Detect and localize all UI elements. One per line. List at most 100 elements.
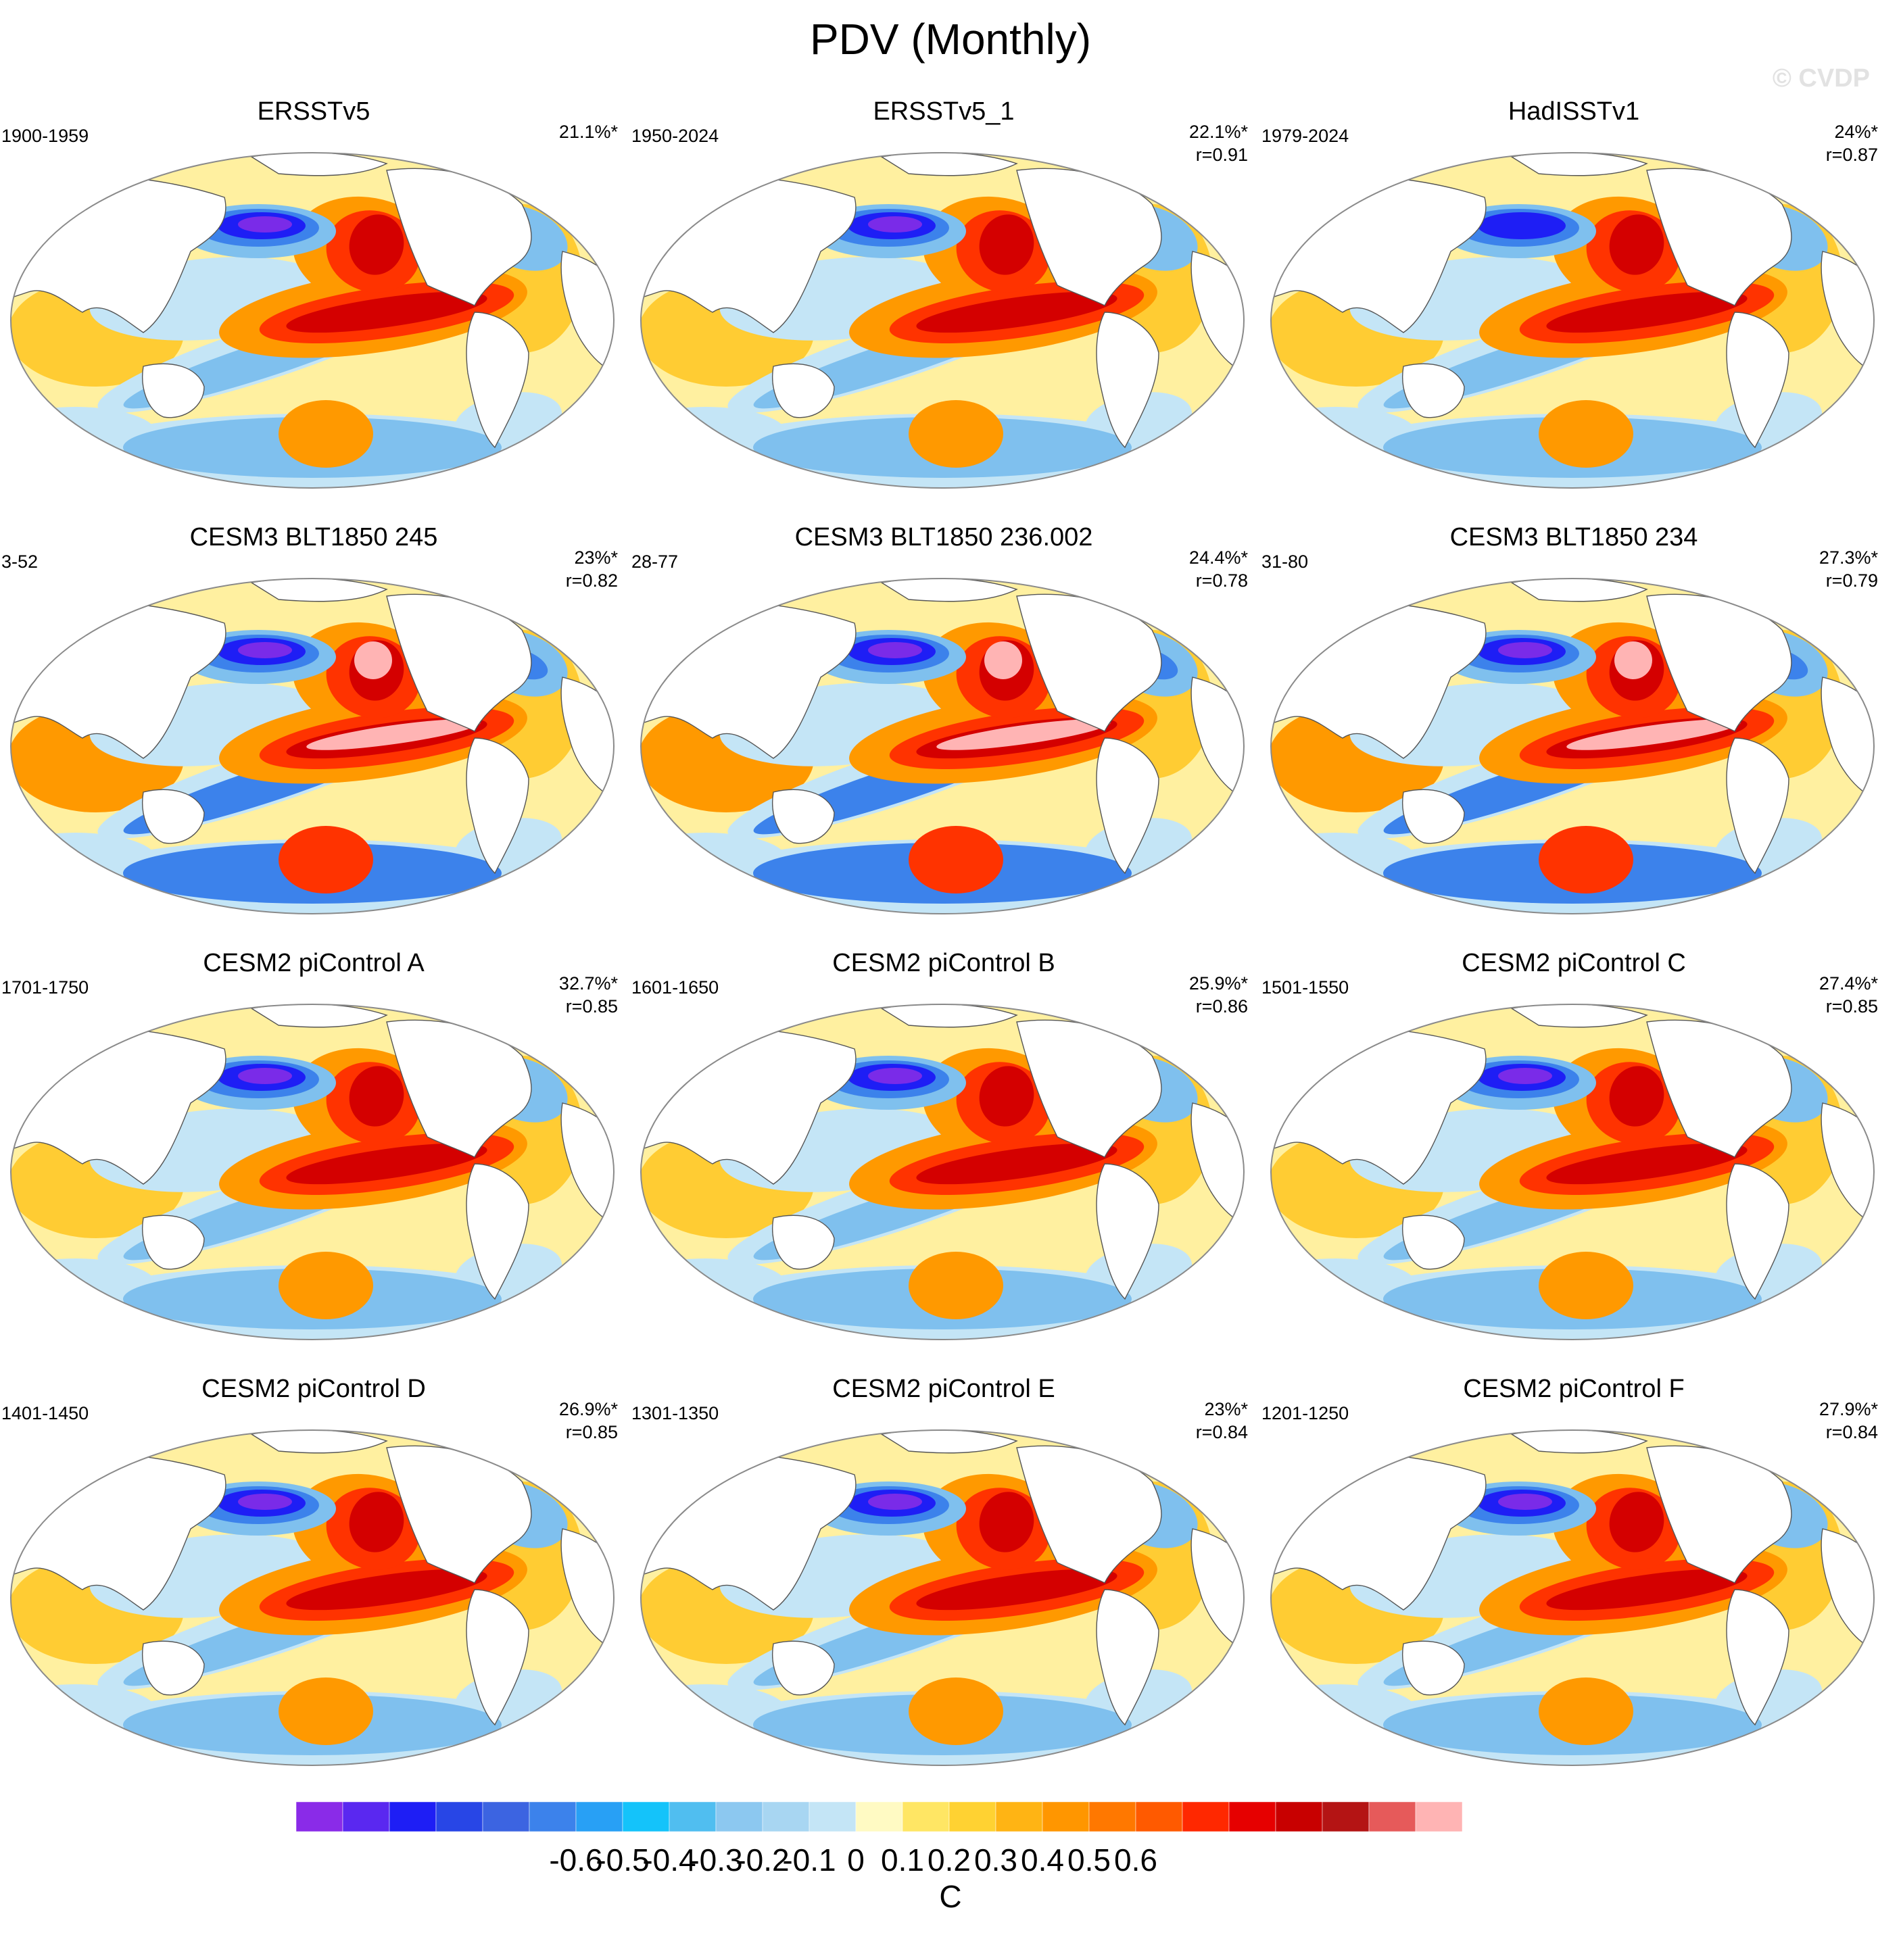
variance-explained: 23%* [1204, 1399, 1248, 1419]
australia-landmass [772, 363, 835, 418]
panel-period: 3-52 [1, 552, 39, 572]
colorbar-swatch [995, 1801, 1043, 1832]
panel-period: 28-77 [631, 552, 679, 572]
panel-stats: 24.4%* r=0.78 [1189, 546, 1248, 592]
globe-outline [1270, 152, 1875, 489]
map-panel: CESM3 BLT1850 245 3-52 23%* r=0.82 [0, 520, 627, 939]
map-panel: ERSSTv5 1900-1959 21.1%* [0, 95, 627, 514]
north-pacific-cold-core [1498, 642, 1552, 658]
anomaly-contour [286, 1569, 487, 1611]
pattern-correlation: r=0.78 [1195, 570, 1248, 591]
colorbar-swatch [342, 1801, 390, 1832]
colorbar-swatch [1415, 1801, 1463, 1832]
south-pacific-warm-pool [279, 826, 373, 893]
panel-stats: 23%* r=0.84 [1196, 1398, 1248, 1444]
colorbar-swatch [482, 1801, 530, 1832]
colorbar-swatch [762, 1801, 810, 1832]
south-pacific-warm-pool [1539, 1677, 1633, 1745]
colorbar-swatch [669, 1801, 717, 1832]
south-pacific-warm-pool [909, 1677, 1003, 1745]
colorbar-tick-label: 0.1 [881, 1842, 924, 1878]
australia-landmass [1402, 1640, 1465, 1696]
world-map [1270, 152, 1875, 489]
variance-explained: 27.3%* [1819, 547, 1878, 568]
north-pacific-cold-core [238, 1494, 292, 1510]
colorbar-tick-label: -0.1 [782, 1842, 836, 1878]
coastal-peak [354, 641, 392, 679]
coastal-peak [984, 641, 1022, 679]
colorbar-swatch [809, 1801, 857, 1832]
colorbar-tick-label: -0.5 [596, 1842, 649, 1878]
australia-landmass [142, 363, 205, 418]
panel-period: 1401-1450 [1, 1403, 89, 1423]
panel-stats: 23%* r=0.82 [566, 546, 618, 592]
variance-explained: 22.1%* [1188, 122, 1248, 142]
south-pacific-warm-pool [1539, 826, 1633, 893]
map-panel: CESM3 BLT1850 234 31-80 27.3%* r=0.79 [1260, 520, 1887, 939]
world-map [10, 1429, 615, 1766]
colorbar-swatch [1135, 1801, 1183, 1832]
colorbar-swatch [948, 1801, 996, 1832]
colorbar-swatch [295, 1801, 343, 1832]
panel-stats: 21.1%* [559, 120, 618, 143]
map-panel: CESM2 piControl E 1301-1350 23%* r=0.84 [630, 1372, 1257, 1791]
colorbar-swatch [575, 1801, 623, 1832]
colorbar-tick-label: -0.6 [549, 1842, 602, 1878]
australia-landmass [772, 789, 835, 844]
south-america-landmass [1726, 1163, 1789, 1300]
panel-title: CESM3 BLT1850 234 [1449, 523, 1698, 552]
panel-stats: 27.3%* r=0.79 [1819, 546, 1878, 592]
panel-period: 1601-1650 [631, 977, 719, 998]
panel-stats: 24%* r=0.87 [1826, 120, 1878, 166]
colorbar-swatch [1088, 1801, 1136, 1832]
south-pacific-warm-pool [279, 400, 373, 468]
pattern-correlation: r=0.85 [565, 1422, 618, 1442]
north-pacific-cold-core [868, 1068, 922, 1084]
pattern-correlation: r=0.85 [565, 996, 618, 1016]
globe-outline [1270, 1004, 1875, 1340]
globe-outline [640, 1004, 1245, 1340]
equatorial-peak [936, 719, 1111, 750]
panel-title: CESM2 piControl C [1462, 949, 1686, 977]
anomaly-contour [916, 1143, 1117, 1185]
globe-outline [10, 152, 615, 489]
colorbar-tick-label: 0.2 [928, 1842, 971, 1878]
panel-title: CESM3 BLT1850 245 [189, 523, 438, 552]
variance-explained: 25.9%* [1188, 973, 1248, 994]
pattern-correlation: r=0.82 [565, 570, 618, 591]
colorbar-swatch [855, 1801, 903, 1832]
panel-stats: 22.1%* r=0.91 [1189, 120, 1248, 166]
south-america-landmass [466, 1589, 529, 1726]
panel-stats: 32.7%* r=0.85 [559, 972, 618, 1018]
map-panel: HadISSTv1 1979-2024 24%* r=0.87 [1260, 95, 1887, 514]
anomaly-contour [286, 291, 487, 333]
colorbar-tick-label: 0 [847, 1842, 865, 1878]
anomaly-contour [979, 1066, 1034, 1127]
panel-title: CESM2 piControl D [201, 1375, 426, 1403]
pattern-correlation: r=0.79 [1825, 570, 1878, 591]
anomaly-contour [979, 214, 1034, 275]
globe-outline [1270, 1429, 1875, 1766]
colorbar-swatch [1368, 1801, 1416, 1832]
variance-explained: 24.4%* [1188, 547, 1248, 568]
south-pacific-warm-pool [909, 826, 1003, 893]
map-panel: CESM2 piControl F 1201-1250 27.9%* r=0.84 [1260, 1372, 1887, 1791]
colorbar-swatch [1182, 1801, 1230, 1832]
panel-period: 1701-1750 [1, 977, 89, 998]
anomaly-contour [1478, 212, 1566, 239]
panel-title: HadISSTv1 [1508, 97, 1640, 126]
variance-explained: 24%* [1834, 122, 1878, 142]
panel-stats: 27.4%* r=0.85 [1819, 972, 1878, 1018]
world-map [640, 152, 1245, 489]
colorbar-swatch [1322, 1801, 1370, 1832]
panel-stats: 25.9%* r=0.86 [1189, 972, 1248, 1018]
australia-landmass [142, 1640, 205, 1696]
panel-title: CESM3 BLT1850 236.002 [794, 523, 1093, 552]
south-america-landmass [466, 1163, 529, 1300]
anomaly-contour [979, 1492, 1034, 1552]
panel-period: 1301-1350 [631, 1403, 719, 1423]
variance-explained: 21.1%* [558, 122, 618, 142]
globe-outline [10, 578, 615, 914]
map-panel: CESM2 piControl D 1401-1450 26.9%* r=0.85 [0, 1372, 627, 1791]
figure-title: PDV (Monthly) [809, 15, 1092, 64]
